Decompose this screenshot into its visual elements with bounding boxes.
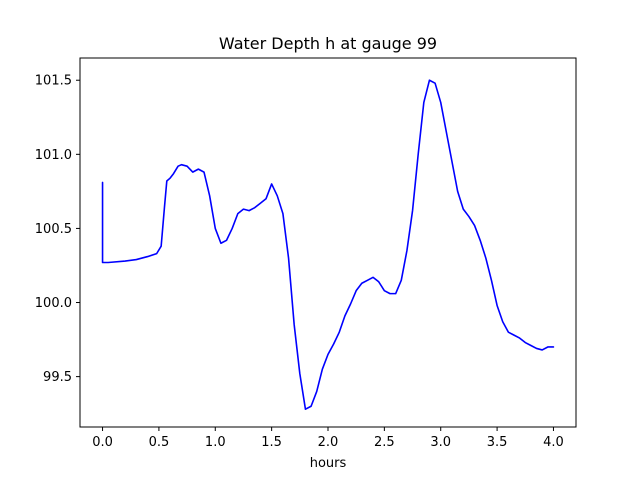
y-tick-label: 101.0 <box>35 148 72 163</box>
x-tick-label: 0.5 <box>149 435 170 450</box>
x-tick-label: 2.5 <box>374 435 395 450</box>
y-tick-label: 100.5 <box>35 222 72 237</box>
x-tick-label: 0.0 <box>92 435 113 450</box>
x-tick-label: 1.5 <box>261 435 282 450</box>
x-tick-label: 4.0 <box>543 435 564 450</box>
plot-frame <box>79 57 577 428</box>
plot-area <box>101 79 555 411</box>
x-axis: 0.0 0.5 1.0 1.5 2.0 2.5 3.0 3.5 4.0 <box>92 427 564 450</box>
x-tick-label: 3.0 <box>430 435 451 450</box>
series-line <box>101 79 555 411</box>
y-tick-label: 100.0 <box>35 296 72 311</box>
y-tick-label: 101.5 <box>35 74 72 89</box>
chart-title: Water Depth h at gauge 99 <box>219 34 437 53</box>
x-tick-label: 3.5 <box>487 435 508 450</box>
y-tick-label: 99.5 <box>43 370 72 385</box>
y-axis: 99.5 100.0 100.5 101.0 101.5 <box>35 74 80 385</box>
x-tick-label: 2.0 <box>318 435 339 450</box>
x-tick-label: 1.0 <box>205 435 226 450</box>
x-axis-label: hours <box>310 456 347 471</box>
